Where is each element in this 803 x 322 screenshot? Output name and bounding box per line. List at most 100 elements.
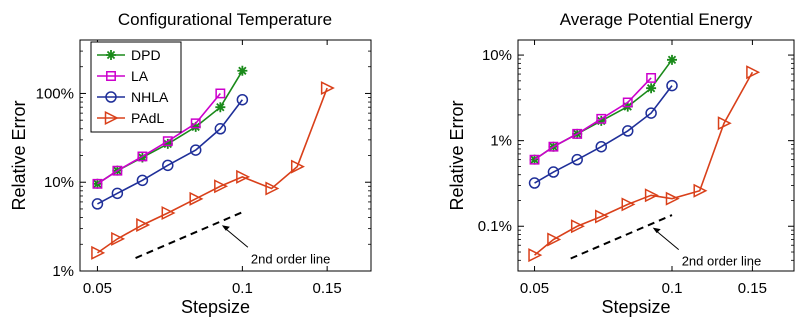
series-line — [534, 71, 754, 256]
data-point — [528, 248, 543, 263]
data-point — [91, 198, 104, 210]
data-point — [645, 107, 657, 119]
reference-line — [570, 214, 673, 260]
data-point — [236, 169, 251, 184]
data-point — [572, 128, 583, 139]
data-point — [666, 79, 678, 92]
data-point — [190, 118, 201, 129]
x-axis-label: Stepsize — [601, 297, 670, 317]
data-point — [595, 140, 608, 153]
chart-panel-1: Configurational Temperature 0.05 0.1 0.15 1%… — [9, 10, 372, 317]
data-point — [111, 187, 124, 200]
x-tick-label: 0.05 — [520, 280, 549, 297]
legend-marker — [106, 71, 116, 81]
data-point — [571, 153, 583, 166]
x-tick-label: 0.15 — [738, 280, 767, 297]
data-point — [644, 188, 659, 203]
data-point — [646, 73, 657, 83]
data-point — [136, 174, 149, 187]
y-tick-label: 0.1% — [478, 218, 512, 235]
arrow-head — [221, 225, 230, 231]
legend: DPD LA NHLA PAdL — [90, 41, 182, 133]
data-point — [237, 65, 248, 76]
legend-marker — [105, 91, 117, 103]
chart-title: Configurational Temperature — [118, 10, 332, 29]
data-point — [162, 159, 174, 172]
series-line — [96, 87, 328, 254]
series-la — [92, 88, 226, 189]
data-point — [111, 231, 126, 246]
data-point — [665, 191, 680, 206]
series-padl — [528, 65, 761, 263]
data-point — [596, 115, 607, 126]
legend-label: LA — [131, 68, 149, 84]
legend-label: NHLA — [131, 89, 169, 105]
x-axis-label: Stepsize — [181, 297, 250, 317]
x-tick-label: 0.1 — [662, 280, 683, 297]
chart-panel-2: Average Potential Energy 0.05 0.1 0.15 0.1% 1… — [447, 10, 795, 317]
data-point — [621, 197, 636, 212]
data-point — [290, 159, 305, 174]
data-point — [92, 178, 103, 189]
data-point — [693, 183, 708, 198]
legend-label: DPD — [131, 47, 161, 63]
y-tick-label: 10% — [482, 47, 512, 64]
data-point — [112, 165, 123, 176]
data-point — [162, 136, 173, 147]
reference-line — [135, 211, 243, 259]
y-axis-label: Relative Error — [9, 100, 29, 210]
arrow-shaft — [223, 226, 249, 248]
series-line — [534, 85, 673, 184]
x-tick-label: 0.1 — [232, 280, 253, 297]
data-point — [91, 245, 106, 260]
annotation-label: 2nd order line — [682, 254, 762, 269]
y-axis-label: Relative Error — [447, 100, 467, 210]
chart-title: Average Potential Energy — [560, 10, 753, 29]
data-point — [137, 152, 148, 163]
x-tick-label: 0.05 — [83, 280, 112, 297]
series-line — [97, 99, 244, 205]
data-point — [320, 81, 335, 96]
series-padl — [91, 81, 335, 260]
data-point — [547, 232, 562, 247]
arrow-shaft — [654, 229, 680, 251]
data-point — [622, 97, 633, 108]
data-point — [621, 125, 634, 137]
data-point — [548, 141, 559, 152]
annotation-label: 2nd order line — [251, 251, 331, 266]
data-point — [265, 181, 280, 196]
y-tick-label: 1% — [490, 133, 512, 150]
legend-marker — [106, 50, 116, 60]
data-point — [137, 151, 148, 162]
series-la — [529, 73, 657, 165]
data-point — [746, 65, 761, 80]
data-point — [162, 138, 173, 149]
data-point — [528, 177, 541, 189]
data-point — [595, 209, 609, 224]
data-point — [529, 154, 540, 165]
y-tick-label: 10% — [44, 174, 74, 191]
series-nhla — [528, 79, 678, 189]
x-tick-label: 0.15 — [313, 280, 342, 297]
data-point — [214, 179, 229, 194]
data-point — [215, 102, 226, 113]
data-point — [547, 166, 560, 178]
series-line — [96, 92, 221, 185]
legend-label: PAdL — [131, 110, 164, 126]
y-tick-label: 1% — [52, 263, 74, 280]
data-point — [646, 83, 657, 94]
legend-marker — [104, 111, 119, 125]
data-point — [136, 217, 151, 232]
data-point — [717, 116, 732, 131]
data-point — [215, 88, 226, 99]
data-point — [189, 144, 202, 156]
data-point — [666, 54, 677, 65]
y-tick-label: 100% — [36, 85, 74, 102]
data-point — [236, 93, 249, 106]
series-nhla — [91, 93, 249, 210]
data-point — [570, 219, 585, 234]
data-point — [214, 123, 227, 135]
arrow-head — [652, 227, 661, 234]
data-point — [161, 206, 176, 220]
